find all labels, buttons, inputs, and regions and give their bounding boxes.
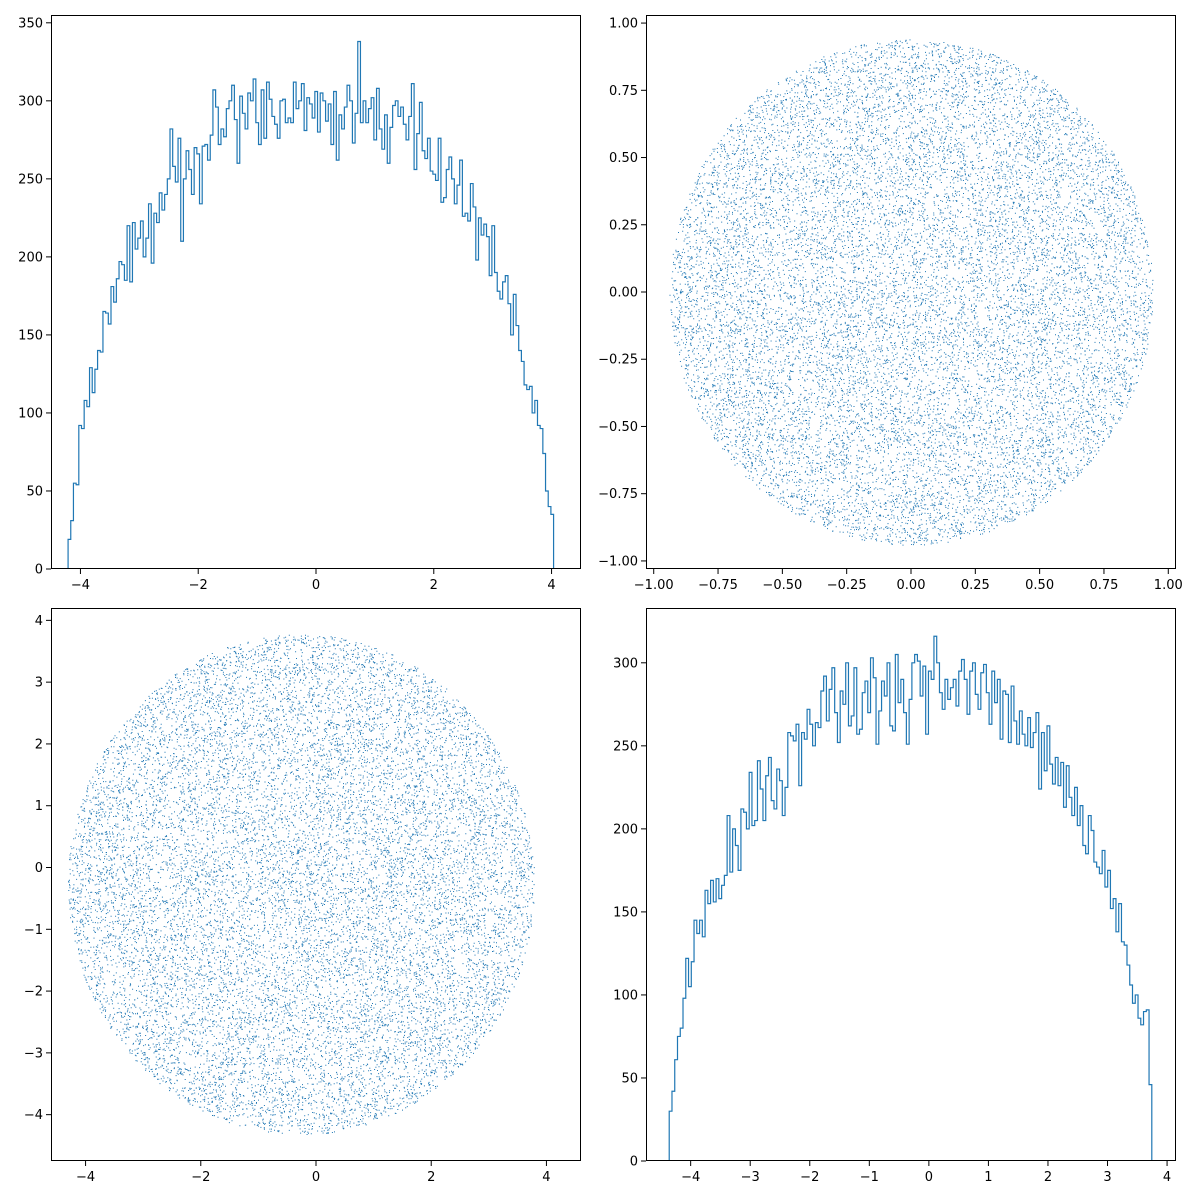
axes-frame <box>51 608 581 1161</box>
x-tick-label: −4 <box>681 1170 700 1185</box>
x-tick-label: 0 <box>312 1170 320 1185</box>
y-tick-label: 300 <box>18 94 43 109</box>
x-tick-label: −3 <box>741 1170 760 1185</box>
y-tick-label: 0.50 <box>609 151 638 166</box>
y-tick-label: −3 <box>24 1046 43 1061</box>
y-tick-label: 0 <box>35 563 43 578</box>
y-tick-label: −1.00 <box>598 554 638 569</box>
x-tick-label: 2 <box>430 578 438 593</box>
scatter-points <box>669 39 1154 546</box>
axes-frame <box>646 608 1176 1161</box>
x-tick-label: −0.50 <box>762 578 802 593</box>
y-tick-label: 1 <box>35 799 43 814</box>
x-tick-label: −1 <box>860 1170 879 1185</box>
plot-area <box>669 39 1154 546</box>
x-tick-label: 0.50 <box>1025 578 1054 593</box>
axes-top-left-histogram: −4 −2 0 2 4 0 50 100 150 200 250 300 350 <box>18 15 581 593</box>
histogram-step-line <box>67 40 557 569</box>
axes-top-right-scatter: −1.00 −0.75 −0.50 −0.25 0.00 0.25 0.50 0.75 1.00… <box>598 15 1183 593</box>
x-tick-label: −4 <box>76 1170 95 1185</box>
x-tick-label: −2 <box>191 1170 210 1185</box>
y-tick-label: 250 <box>613 739 638 754</box>
x-tick-label: 0.25 <box>961 578 990 593</box>
y-tick-label: 50 <box>621 1071 638 1086</box>
y-tick-label: −0.75 <box>598 487 638 502</box>
y-tick-label: 150 <box>18 328 43 343</box>
histogram-step-line <box>668 635 1155 1161</box>
y-tick-label: −1 <box>24 923 43 938</box>
y-tick-label: 350 <box>18 16 43 31</box>
y-tick-label: 0.25 <box>609 218 638 233</box>
axes-bottom-left-scatter: −4 −2 0 2 4 −4 −3 −2 −1 0 1 2 3 4 <box>24 608 581 1185</box>
x-tick-label: 2 <box>427 1170 435 1185</box>
y-tick-label: −0.50 <box>598 420 638 435</box>
y-tick-label: −2 <box>24 985 43 1000</box>
y-tick-label: 150 <box>613 905 638 920</box>
x-tick-label: 0 <box>312 578 320 593</box>
y-tick-label: 200 <box>18 250 43 265</box>
y-tick-label: 250 <box>18 172 43 187</box>
y-tick-label: 100 <box>613 988 638 1003</box>
axes-bottom-right-histogram: −4 −3 −2 −1 0 1 2 3 4 0 50 100 150 200 250 300 <box>613 608 1176 1185</box>
x-tick-label: 0.00 <box>897 578 926 593</box>
y-tick-label: 0 <box>630 1155 638 1170</box>
x-tick-label: 3 <box>1103 1170 1111 1185</box>
x-tick-label: 4 <box>547 578 555 593</box>
y-tick-label: 4 <box>35 614 43 629</box>
plot-area <box>668 635 1155 1161</box>
x-tick-label: 1.00 <box>1154 578 1183 593</box>
y-tick-label: −4 <box>24 1108 43 1123</box>
x-tick-label: −2 <box>800 1170 819 1185</box>
y-tick-label: 1.00 <box>609 17 638 32</box>
y-tick-label: 100 <box>18 406 43 421</box>
x-tick-label: 1 <box>984 1170 992 1185</box>
y-tick-label: 0.00 <box>609 286 638 301</box>
axes-frame <box>51 15 581 569</box>
x-tick-label: −4 <box>71 578 90 593</box>
y-tick-label: −0.25 <box>598 353 638 368</box>
x-tick-label: −1.00 <box>634 578 674 593</box>
x-tick-label: −0.25 <box>827 578 867 593</box>
y-tick-label: 0 <box>35 861 43 876</box>
y-tick-label: 200 <box>613 822 638 837</box>
x-tick-label: 4 <box>1163 1170 1171 1185</box>
x-tick-label: 2 <box>1044 1170 1052 1185</box>
x-tick-label: 0.75 <box>1089 578 1118 593</box>
x-tick-label: −2 <box>189 578 208 593</box>
y-tick-label: 50 <box>26 484 43 499</box>
x-tick-label: −0.75 <box>698 578 738 593</box>
x-tick-label: 4 <box>542 1170 550 1185</box>
y-tick-label: 300 <box>613 656 638 671</box>
y-tick-label: 3 <box>35 676 43 691</box>
plot-area <box>67 40 557 569</box>
y-tick-label: 2 <box>35 737 43 752</box>
axes-frame <box>646 15 1176 569</box>
x-tick-label: 0 <box>925 1170 933 1185</box>
y-tick-label: 0.75 <box>609 84 638 99</box>
